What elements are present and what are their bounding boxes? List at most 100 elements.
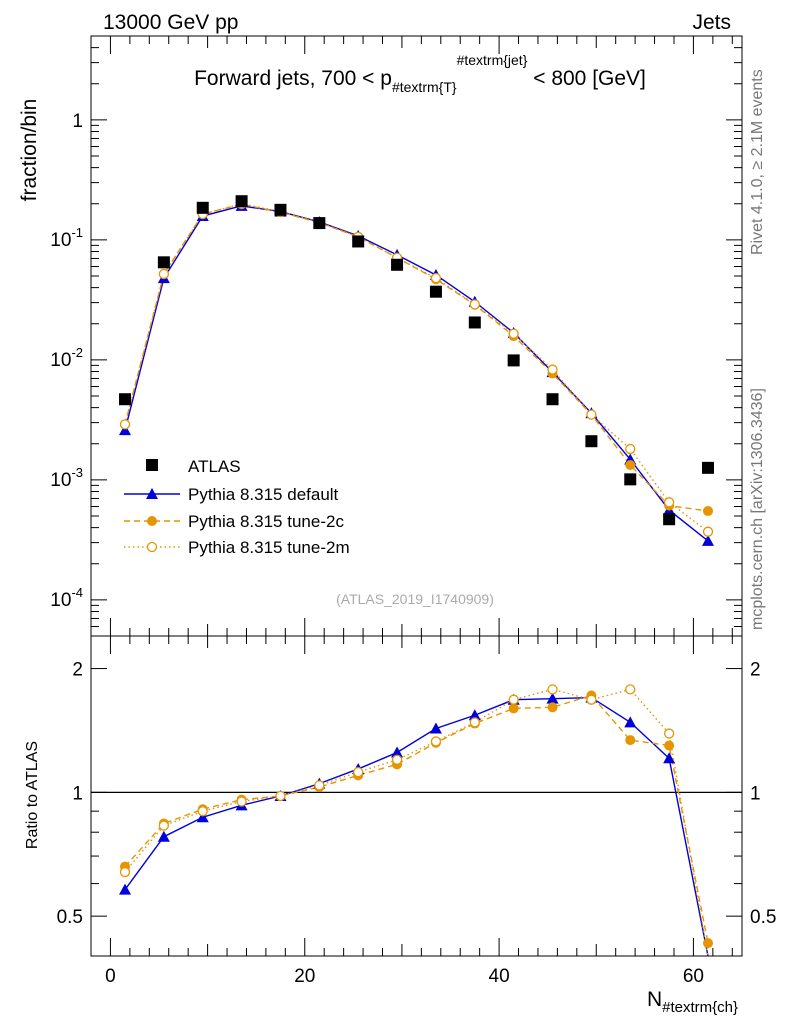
main-panel-axes: 10-410-310-210-11 — [50, 35, 742, 637]
legend-default-label: Pythia 8.315 default — [188, 485, 339, 504]
legend-default-marker — [146, 488, 158, 499]
legend-atlas-marker — [146, 459, 158, 471]
ratio-point-default — [546, 692, 559, 704]
legend-atlas-label: ATLAS — [188, 457, 241, 476]
ratio-point-tune2m — [353, 766, 364, 778]
x-tick-label: 60 — [683, 966, 704, 987]
legend-tune2c-marker — [147, 516, 157, 526]
main-point-atlas — [196, 201, 209, 214]
main-point-tune2m — [469, 299, 480, 310]
title-sub: #textrm{T} — [392, 79, 457, 95]
ratio-point-tune2m — [547, 684, 558, 695]
ratio-y-axis-label: Ratio to ATLAS — [24, 741, 41, 849]
main-point-atlas — [119, 393, 132, 406]
ratio-y-tick-label-right: 2 — [750, 660, 761, 681]
ratio-y-tick-label-right: 1 — [750, 783, 761, 804]
main-point-atlas — [585, 435, 598, 448]
ratio-point-tune2c — [508, 703, 519, 714]
main-point-tune2c — [625, 460, 636, 471]
ratio-point-tune2m — [158, 820, 170, 831]
analysis-watermark: (ATLAS_2019_I1740909) — [336, 591, 494, 607]
header-analysis: Jets — [692, 11, 731, 34]
ratio-point-default — [624, 716, 637, 728]
main-y-tick-label: 1 — [72, 111, 83, 132]
ratio-point-tune2m — [197, 806, 208, 817]
ratio-point-default — [119, 883, 132, 895]
ratio-panel-series — [119, 684, 713, 957]
main-point-atlas — [624, 473, 637, 486]
main-point-atlas — [235, 195, 248, 208]
ratio-point-tune2m — [391, 754, 403, 765]
ratio-y-tick-label: 2 — [72, 660, 83, 681]
mcplots-label: mcplots.cern.ch [arXiv:1306.3436] — [749, 388, 766, 630]
ratio-point-tune2m — [119, 866, 131, 878]
ratio-point-tune2c — [625, 735, 636, 746]
main-point-atlas — [313, 217, 326, 230]
ratio-y-tick-label: 1 — [72, 783, 83, 804]
ratio-line-default — [124, 696, 709, 957]
ratio-point-tune2m — [508, 694, 519, 705]
legend-tune2c-label: Pythia 8.315 tune-2c — [188, 512, 344, 531]
title-sup: #textrm{jet} — [457, 52, 528, 68]
main-point-tune2c — [702, 506, 713, 517]
ratio-point-tune2m — [586, 694, 597, 705]
legend-tune2m-marker — [146, 541, 158, 553]
ratio-point-tune2m — [314, 780, 325, 791]
main-point-atlas — [157, 256, 170, 269]
legend: ATLAS Pythia 8.315 default Pythia 8.315 … — [124, 457, 350, 557]
ratio-panel-axes: 0.5 0.51 12 20 20 40 60 — [57, 636, 776, 987]
chart-title: Forward jets, 700 < p#textrm{T}#textrm{j… — [194, 52, 646, 95]
main-point-tune2m — [702, 526, 714, 537]
x-tick-label: 0 — [105, 966, 116, 987]
ratio-y-tick-label-right: 0.5 — [750, 907, 776, 928]
main-point-tune2m — [430, 272, 442, 284]
x-axis-label-sub: #textrm{ch} — [662, 999, 738, 1016]
main-point-tune2m — [158, 268, 170, 280]
header-collision: 13000 GeV pp — [103, 11, 238, 34]
main-point-atlas — [701, 461, 714, 474]
ratio-point-default — [391, 746, 404, 758]
rivet-version-label: Rivet 4.1.0, ≥ 2.1M events — [749, 69, 766, 255]
ratio-point-tune2m — [663, 728, 675, 739]
title-pre: Forward jets, 700 < p — [194, 67, 392, 90]
ratio-y-tick-label: 0.5 — [57, 907, 83, 928]
main-point-atlas — [352, 235, 365, 248]
main-panel-series — [119, 195, 714, 546]
main-point-atlas — [391, 258, 404, 271]
ratio-line-tune2m — [124, 688, 709, 957]
ratio-point-tune2m — [430, 736, 442, 747]
ratio-point-default — [429, 722, 442, 734]
main-line-default — [124, 205, 709, 542]
ratio-point-default — [196, 811, 209, 823]
main-point-tune2m — [119, 419, 131, 430]
x-tick-label: 40 — [489, 966, 510, 987]
ratio-panel-frame — [90, 635, 743, 957]
ratio-point-tune2m — [275, 790, 286, 802]
main-point-atlas — [663, 513, 676, 526]
ratio-point-default — [157, 830, 170, 842]
main-point-default — [119, 424, 132, 436]
ratio-point-tune2m — [469, 717, 480, 728]
main-point-tune2m — [547, 364, 558, 375]
x-axis-label: N#textrm{ch} — [647, 988, 738, 1016]
ratio-line-tune2c — [124, 694, 709, 944]
main-point-default — [701, 534, 714, 546]
main-point-atlas — [507, 354, 520, 367]
main-point-atlas — [546, 393, 559, 406]
main-y-axis-label: fraction/bin — [18, 99, 41, 202]
main-point-atlas — [274, 203, 287, 216]
main-point-tune2m — [508, 328, 519, 339]
ratio-point-tune2m — [625, 684, 636, 695]
legend-tune2m-label: Pythia 8.315 tune-2m — [188, 538, 350, 557]
ratio-point-tune2c — [664, 740, 675, 751]
ratio-point-tune2c — [547, 702, 558, 713]
x-axis-label-main: N — [647, 988, 662, 1011]
main-point-tune2m — [625, 443, 636, 455]
ratio-point-default — [468, 709, 481, 721]
main-point-tune2m — [663, 497, 675, 508]
ratio-point-tune2m — [236, 796, 247, 807]
main-point-atlas — [429, 285, 442, 298]
x-tick-label: 20 — [294, 966, 315, 987]
